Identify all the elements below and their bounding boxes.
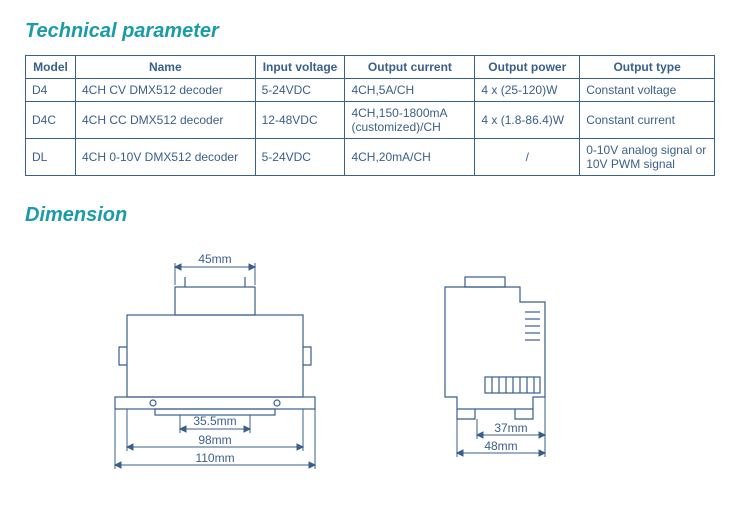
cell: 4CH 0-10V DMX512 decoder (75, 139, 255, 176)
front-view-diagram: 45mm 35.5mm 98mm (85, 247, 345, 477)
dimension-title: Dimension (25, 204, 715, 227)
table-header-row: Model Name Input voltage Output current … (26, 56, 715, 79)
table-row: DL 4CH 0-10V DMX512 decoder 5-24VDC 4CH,… (26, 139, 715, 176)
cell: 4 x (25-120)W (475, 79, 580, 102)
technical-parameter-title: Technical parameter (25, 20, 715, 43)
side-view-svg: 37mm 48mm (405, 247, 625, 477)
dim-48mm: 48mm (484, 439, 517, 453)
cell: DL (26, 139, 76, 176)
cell: / (475, 139, 580, 176)
table-row: D4 4CH CV DMX512 decoder 5-24VDC 4CH,5A/… (26, 79, 715, 102)
cell: 5-24VDC (255, 79, 345, 102)
col-output-type: Output type (580, 56, 715, 79)
cell: D4 (26, 79, 76, 102)
cell: 5-24VDC (255, 139, 345, 176)
cell: 4CH,5A/CH (345, 79, 475, 102)
dim-37mm: 37mm (494, 421, 527, 435)
col-model: Model (26, 56, 76, 79)
cell: 4CH,20mA/CH (345, 139, 475, 176)
table-row: D4C 4CH CC DMX512 decoder 12-48VDC 4CH,1… (26, 102, 715, 139)
cell: Constant current (580, 102, 715, 139)
dim-35mm: 35.5mm (193, 414, 236, 428)
dim-110mm: 110mm (195, 451, 234, 465)
col-input-voltage: Input voltage (255, 56, 345, 79)
dim-98mm: 98mm (198, 433, 231, 447)
col-output-power: Output power (475, 56, 580, 79)
cell: Constant voltage (580, 79, 715, 102)
cell: 0-10V analog signal or 10V PWM signal (580, 139, 715, 176)
cell: 4CH CV DMX512 decoder (75, 79, 255, 102)
cell: 4CH,150-1800mA (customized)/CH (345, 102, 475, 139)
cell: D4C (26, 102, 76, 139)
cell: 12-48VDC (255, 102, 345, 139)
spec-table: Model Name Input voltage Output current … (25, 55, 715, 176)
col-name: Name (75, 56, 255, 79)
cell: 4 x (1.8-86.4)W (475, 102, 580, 139)
front-view-svg: 45mm 35.5mm 98mm (85, 247, 345, 477)
side-view-diagram: 37mm 48mm (405, 247, 625, 477)
cell: 4CH CC DMX512 decoder (75, 102, 255, 139)
col-output-current: Output current (345, 56, 475, 79)
dim-45mm: 45mm (198, 252, 231, 266)
